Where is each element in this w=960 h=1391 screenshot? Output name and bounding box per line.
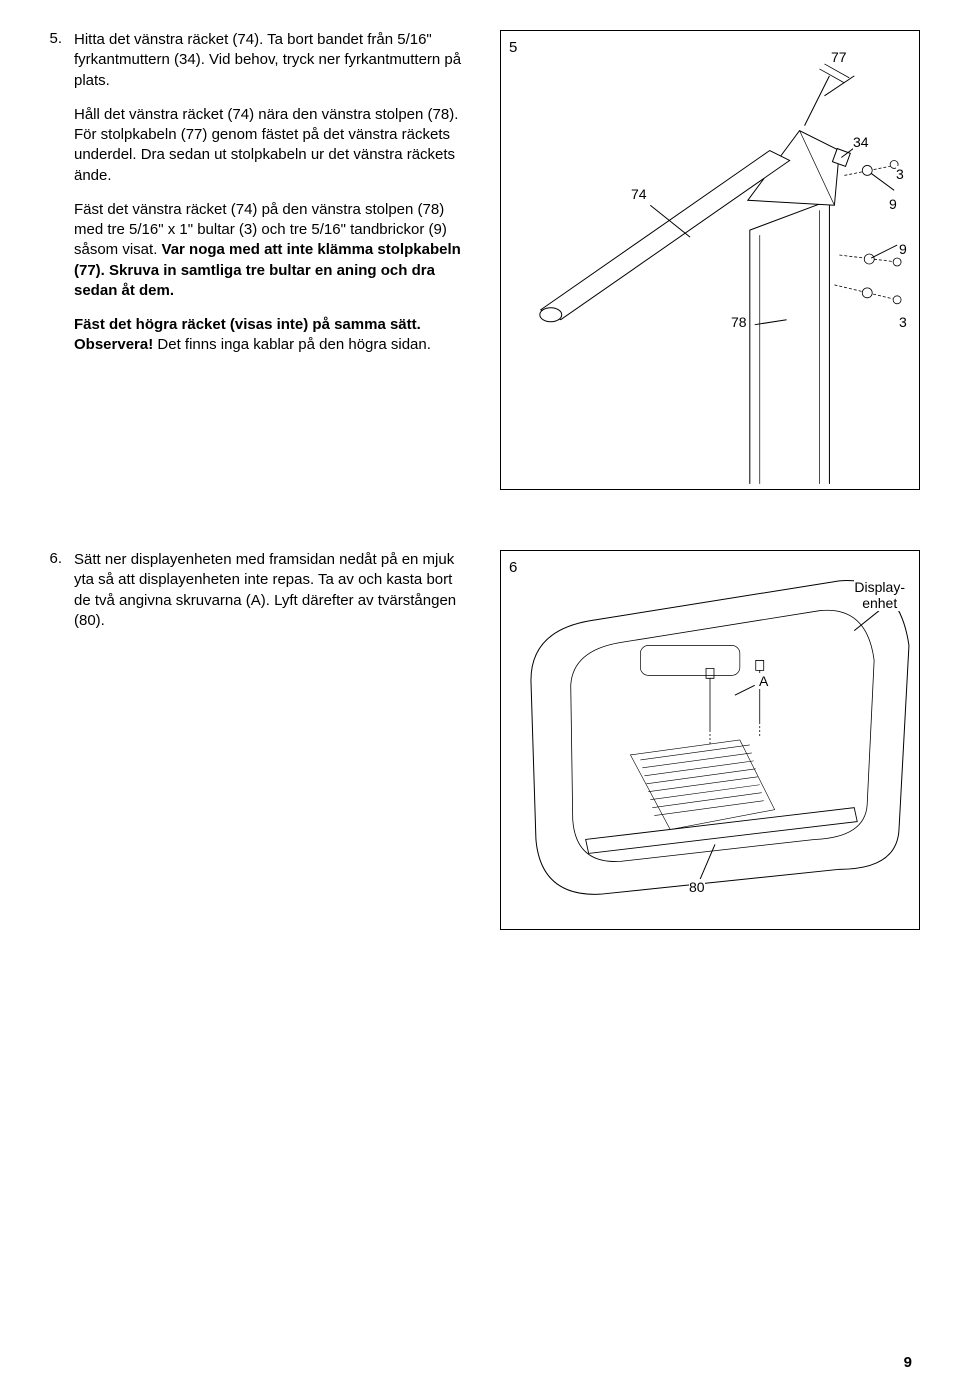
step-6-body: Sätt ner displayenheten med framsidan ne… [74, 550, 470, 930]
figure-5-drawing [501, 31, 919, 489]
figure-6: 6 [500, 550, 920, 930]
callout-34: 34 [853, 134, 869, 150]
step-6-number: 6. [40, 550, 62, 930]
callout-A: A [759, 673, 768, 689]
figure-6-number: 6 [509, 559, 517, 576]
step-5-para4-plain: Det finns inga kablar på den högra sidan… [157, 336, 431, 353]
callout-77: 77 [831, 49, 847, 65]
step-5-para1: Hitta det vänstra räcket (74). Ta bort b… [74, 30, 470, 91]
callout-3-top: 3 [896, 166, 904, 182]
step-6-para1: Sätt ner displayenheten med framsidan ne… [74, 550, 470, 631]
callout-display-unit: Display- enhet [854, 579, 905, 611]
callout-80: 80 [689, 879, 705, 895]
step-5-number: 5. [40, 30, 62, 490]
callout-9-bottom: 9 [899, 241, 907, 257]
step-5-para3: Fäst det vänstra räcket (74) på den väns… [74, 200, 470, 301]
callout-74: 74 [631, 186, 647, 202]
step-5-body: Hitta det vänstra räcket (74). Ta bort b… [74, 30, 470, 490]
figure-5: 5 [500, 30, 920, 490]
page-number: 9 [904, 1354, 912, 1371]
step-6-text: 6. Sätt ner displayenheten med framsidan… [40, 550, 470, 930]
step-5-para2: Håll det vänstra räcket (74) nära den vä… [74, 105, 470, 186]
figure-5-number: 5 [509, 39, 517, 56]
callout-78: 78 [731, 314, 747, 330]
callout-9-top: 9 [889, 196, 897, 212]
callout-3-bottom: 3 [899, 314, 907, 330]
step-5-text: 5. Hitta det vänstra räcket (74). Ta bor… [40, 30, 470, 490]
step-6-row: 6. Sätt ner displayenheten med framsidan… [40, 550, 920, 930]
step-5-row: 5. Hitta det vänstra räcket (74). Ta bor… [40, 30, 920, 490]
step-5-para4: Fäst det högra räcket (visas inte) på sa… [74, 315, 470, 356]
